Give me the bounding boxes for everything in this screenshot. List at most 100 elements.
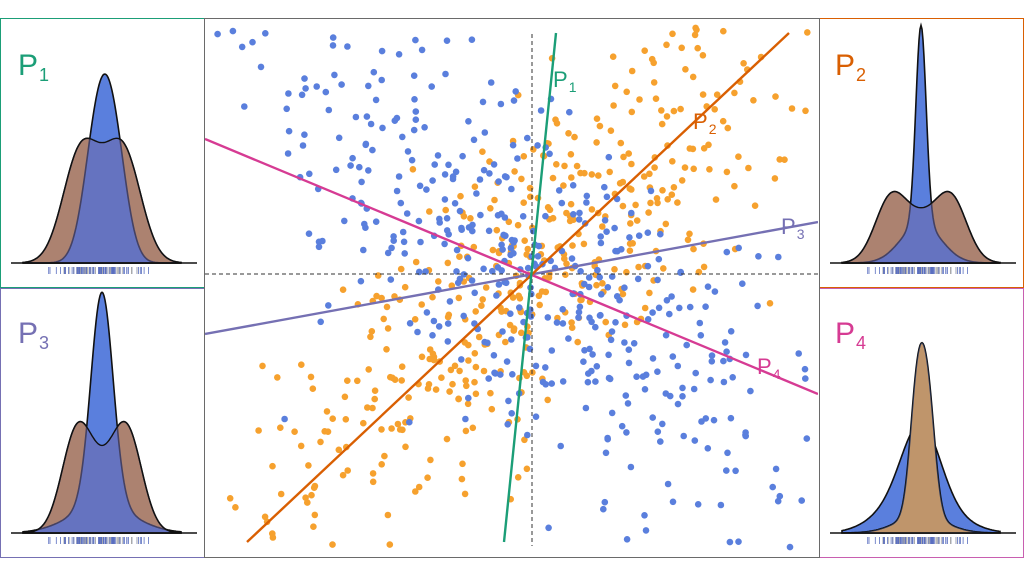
- blue-data-point: [803, 435, 811, 442]
- blue-data-point: [401, 250, 408, 257]
- blue-data-point: [702, 303, 709, 311]
- blue-data-point: [644, 229, 652, 236]
- blue-data-point: [498, 267, 506, 274]
- orange-data-point: [311, 511, 319, 519]
- orange-data-point: [660, 265, 667, 272]
- blue-data-point: [416, 182, 424, 190]
- orange-data-point: [456, 367, 463, 375]
- orange-data-point: [713, 91, 721, 98]
- blue-data-point: [668, 293, 675, 300]
- orange-data-point: [354, 377, 361, 385]
- blue-data-point: [369, 146, 376, 154]
- blue-data-point: [592, 378, 599, 385]
- orange-data-point: [478, 302, 485, 310]
- blue-data-point: [527, 313, 535, 320]
- orange-data-point: [505, 218, 513, 226]
- blue-data-point: [732, 467, 739, 475]
- orange-data-point: [781, 156, 788, 163]
- blue-data-point: [444, 338, 452, 345]
- orange-data-point: [711, 106, 718, 113]
- orange-data-point: [549, 214, 557, 222]
- blue-data-point: [605, 351, 612, 359]
- blue-data-point: [441, 171, 449, 178]
- density-panel-p1: P1: [0, 18, 204, 288]
- orange-data-point: [277, 490, 285, 498]
- blue-data-point: [313, 83, 320, 90]
- blue-data-point: [241, 103, 248, 110]
- orange-data-point: [626, 247, 634, 254]
- orange-data-point: [456, 253, 463, 260]
- orange-data-point: [448, 282, 456, 290]
- p1-line-sub: 1: [568, 79, 577, 95]
- blue-data-point: [557, 442, 564, 450]
- orange-data-point: [654, 199, 661, 207]
- orange-data-point: [724, 124, 732, 132]
- blue-data-point: [360, 246, 367, 254]
- p1-overlap: [23, 138, 181, 263]
- blue-data-point: [479, 98, 487, 106]
- p3-projection-line: [205, 220, 818, 336]
- orange-data-point: [662, 220, 670, 228]
- blue-data-point: [410, 126, 418, 134]
- blue-data-point: [338, 81, 345, 88]
- blue-data-point: [534, 253, 542, 260]
- orange-data-point: [686, 145, 694, 152]
- orange-data-point: [269, 462, 276, 470]
- blue-data-point: [509, 141, 517, 149]
- blue-data-point: [464, 254, 472, 262]
- orange-data-point: [447, 366, 455, 374]
- blue-data-point: [417, 238, 424, 246]
- orange-data-point: [291, 428, 298, 436]
- blue-data-point: [335, 134, 343, 142]
- blue-data-point: [444, 320, 452, 327]
- blue-data-point: [458, 224, 465, 232]
- orange-data-point: [472, 363, 480, 371]
- blue-data-point: [647, 187, 655, 195]
- orange-data-point: [623, 88, 630, 96]
- blue-data-point: [604, 434, 611, 442]
- p4-panel-sub: 4: [856, 333, 867, 353]
- blue-data-point: [795, 350, 802, 357]
- orange-data-point: [518, 329, 525, 337]
- orange-data-point: [788, 105, 796, 112]
- orange-data-point: [607, 127, 615, 134]
- orange-data-point: [593, 139, 600, 146]
- orange-data-point: [686, 230, 693, 238]
- orange-data-point: [368, 328, 376, 335]
- blue-data-point: [507, 310, 514, 318]
- blue-data-point: [641, 512, 648, 519]
- blue-data-point: [403, 210, 411, 217]
- blue-data-point: [214, 30, 221, 38]
- orange-data-point: [365, 366, 372, 373]
- blue-data-point: [739, 280, 746, 288]
- blue-data-point: [468, 277, 476, 284]
- orange-data-point: [461, 490, 469, 498]
- blue-data-point: [473, 190, 480, 197]
- blue-data-point: [325, 106, 333, 114]
- blue-data-point: [644, 316, 652, 323]
- orange-data-point: [577, 296, 584, 304]
- orange-data-point: [298, 361, 305, 369]
- blue-data-point: [711, 288, 719, 295]
- blue-data-point: [586, 314, 593, 322]
- p2-panel-sub: 2: [856, 65, 867, 85]
- blue-data-point: [465, 118, 472, 125]
- blue-data-point: [410, 72, 418, 79]
- orange-data-point: [682, 66, 689, 73]
- orange-data-point: [398, 377, 405, 384]
- blue-data-point: [575, 314, 582, 321]
- blue-data-point: [655, 304, 663, 312]
- orange-data-point: [514, 474, 522, 481]
- blue-data-point: [331, 71, 338, 79]
- orange-data-point: [619, 290, 627, 298]
- blue-data-point: [755, 253, 762, 260]
- orange-data-point: [461, 339, 469, 346]
- density-plot-p2: [830, 22, 1016, 274]
- blue-data-point: [441, 240, 448, 248]
- orange-data-point: [335, 446, 343, 454]
- orange-data-point: [674, 199, 681, 206]
- blue-data-point: [726, 538, 734, 546]
- orange-data-point: [274, 374, 281, 381]
- blue-data-point: [577, 268, 584, 275]
- orange-data-point: [487, 389, 494, 397]
